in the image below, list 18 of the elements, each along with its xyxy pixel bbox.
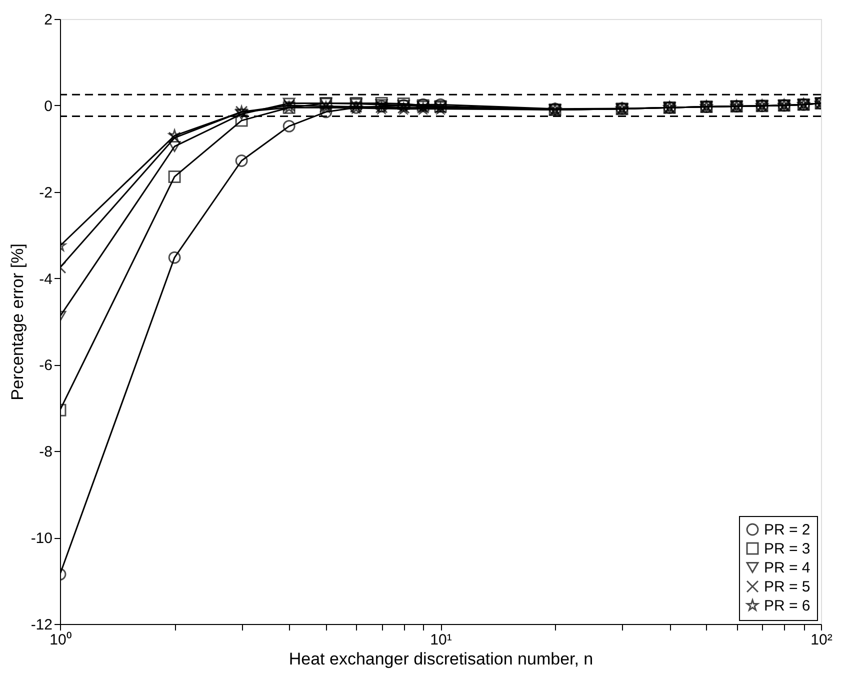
legend-label: PR = 6 (764, 598, 810, 614)
legend-label: PR = 5 (764, 578, 810, 596)
legend-label: PR = 2 (764, 522, 810, 538)
y-tick-label: 2 (44, 12, 52, 28)
x-tick-label: 10⁰ (50, 632, 72, 648)
x-tick-label: 10² (810, 632, 832, 648)
y-tick-label: -4 (39, 270, 52, 288)
legend-label: PR = 4 (764, 560, 810, 576)
y-axis-title: Percentage error [%] (8, 244, 27, 400)
y-tick-label: -6 (39, 357, 52, 374)
y-tick-label: -2 (39, 184, 52, 202)
x-tick-label: 10¹ (430, 632, 452, 648)
y-tick-label: -8 (39, 444, 52, 461)
y-tick-label: -12 (30, 616, 52, 634)
x-axis-title: Heat exchanger discretisation number, n (288, 650, 594, 668)
legend-label: PR = 3 (764, 540, 810, 558)
y-tick-label: -10 (30, 530, 52, 548)
y-tick-label: 0 (44, 98, 52, 115)
